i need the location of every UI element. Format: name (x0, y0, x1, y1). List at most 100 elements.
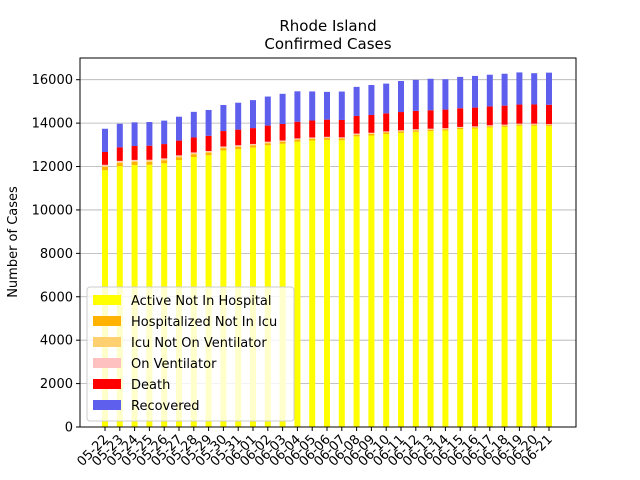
bar-segment (102, 128, 108, 152)
bar-segment (309, 138, 316, 141)
bar-segment (324, 137, 330, 139)
bar-segment (501, 105, 508, 125)
bar-segment (412, 110, 419, 130)
bar-segment (205, 151, 212, 152)
y-tick-label: 8000 (40, 247, 73, 262)
legend: Active Not In Hospital Hospitalized Not I… (86, 286, 295, 422)
bar-segment (250, 100, 256, 129)
bar-segment (220, 104, 227, 132)
bar-segment (383, 131, 390, 133)
bar-segment (264, 125, 271, 142)
bar-segment (531, 73, 538, 105)
bar-segment (427, 110, 434, 129)
bar-segment (279, 141, 286, 144)
bar-segment (250, 144, 256, 146)
bar-segment (516, 124, 523, 126)
bar-segment (190, 111, 197, 138)
bar-segment (472, 126, 478, 128)
bar-segment (398, 130, 404, 132)
x-axis-ticks: 05-2205-2305-2405-2505-2605-2705-2805-29… (75, 427, 556, 470)
bar-segment (176, 116, 182, 141)
bar-segment (368, 114, 375, 133)
bar-segment (279, 140, 286, 142)
bar-segment (279, 123, 286, 141)
bar-segment (309, 137, 316, 138)
bar-segment (205, 109, 212, 136)
bar-segment (146, 161, 153, 165)
bar-segment (131, 146, 138, 160)
bar-segment (235, 146, 242, 150)
bar-segment (102, 165, 108, 167)
bar-segment (220, 131, 227, 147)
bar-segment (220, 146, 227, 148)
bar-segment (116, 147, 123, 161)
bar-segment (131, 159, 138, 161)
bar-segment (279, 93, 286, 124)
legend-box (86, 286, 295, 422)
bar-segment (516, 72, 523, 105)
bar-segment (383, 132, 390, 134)
bar-segment (486, 106, 493, 126)
bar-segment (457, 127, 464, 128)
bar-segment (250, 143, 256, 145)
chart-subtitle: Confirmed Cases (264, 35, 391, 53)
bar-segment (294, 139, 301, 142)
bar-segment (442, 128, 449, 130)
bar-segment (294, 91, 301, 122)
bar-segment (398, 112, 404, 131)
y-tick-label: 12000 (32, 160, 73, 175)
bar-segment (146, 122, 153, 146)
bar-segment (353, 86, 360, 116)
bar-segment (368, 135, 375, 428)
legend-swatch (93, 400, 121, 410)
bar-segment (161, 144, 168, 159)
bar-segment (516, 104, 523, 124)
bar-segment (294, 138, 301, 139)
bar-segment (324, 139, 330, 427)
bar-segment (338, 140, 345, 427)
bar-segment (486, 126, 493, 128)
bar-segment (457, 127, 464, 130)
bar-segment (161, 159, 168, 161)
bar-segment (190, 137, 197, 153)
bar-segment (309, 137, 316, 139)
bar-segment (353, 136, 360, 428)
y-tick-label: 4000 (40, 334, 73, 349)
bar-segment (486, 125, 493, 127)
bar-segment (383, 133, 390, 427)
bar-segment (501, 126, 508, 427)
bar-segment (116, 123, 123, 148)
bar-segment (457, 108, 464, 127)
bar-segment (176, 157, 182, 161)
bar-segment (190, 154, 197, 157)
legend-entry-label: Hospitalized Not In Icu (131, 315, 277, 330)
bar-segment (427, 78, 434, 111)
bar-segment (131, 160, 138, 162)
bar-segment (442, 109, 449, 129)
bar-segment (146, 160, 153, 162)
bar-segment (427, 129, 434, 130)
bar-segment (353, 134, 360, 135)
bar-segment (338, 91, 345, 120)
bar-segment (546, 126, 552, 428)
bar-segment (264, 143, 271, 146)
bar-segment (146, 159, 153, 161)
bar-segment (412, 129, 419, 131)
bar-segment (501, 125, 508, 127)
bar-segment (279, 143, 286, 428)
bar-segment (279, 141, 286, 142)
bar-segment (220, 148, 227, 151)
chart-title: Rhode Island (279, 17, 376, 35)
bar-segment (309, 140, 316, 427)
bar-segment (412, 131, 419, 428)
bar-segment (442, 79, 449, 110)
bar-segment (131, 161, 138, 166)
bar-segment (161, 158, 168, 160)
bar-segment (176, 155, 182, 157)
bar-segment (220, 147, 227, 149)
bar-segment (427, 129, 434, 132)
bar-segment (383, 113, 390, 132)
bar-segment (486, 74, 493, 107)
bar-segment (442, 130, 449, 427)
